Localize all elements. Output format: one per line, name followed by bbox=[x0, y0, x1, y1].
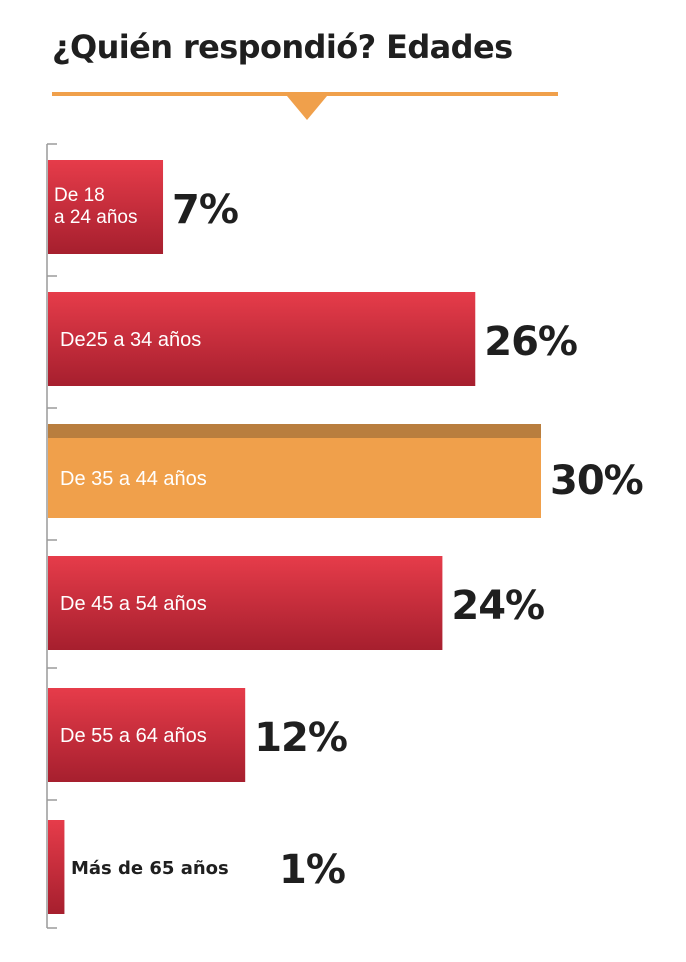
category-label-6: Más de 65 años bbox=[71, 858, 229, 879]
value-label-5: 12% bbox=[254, 715, 347, 761]
bar-3 bbox=[48, 424, 541, 518]
bar-5 bbox=[48, 688, 246, 782]
bar-highlight-top-band bbox=[48, 424, 541, 438]
category-label-2: De25 a 34 años bbox=[60, 329, 201, 351]
bar-4 bbox=[48, 556, 443, 650]
bar-2 bbox=[48, 292, 476, 386]
bar-1 bbox=[48, 160, 164, 254]
value-label-2: 26% bbox=[484, 319, 577, 365]
chart-title: ¿Quién respondió? Edades bbox=[52, 28, 513, 66]
category-label-line: a 24 años bbox=[54, 207, 137, 228]
bar-6 bbox=[48, 820, 65, 914]
value-label-1: 7% bbox=[172, 187, 238, 233]
category-label-3: De 35 a 44 años bbox=[60, 468, 207, 490]
value-label-4: 24% bbox=[451, 583, 544, 629]
value-label-6: 1% bbox=[279, 847, 345, 893]
category-label-line: De 18 bbox=[54, 185, 105, 206]
category-label-5: De 55 a 64 años bbox=[60, 725, 207, 747]
title-pointer-triangle bbox=[287, 96, 327, 120]
value-label-3: 30% bbox=[550, 458, 643, 504]
title-underline bbox=[52, 92, 558, 96]
category-label-4: De 45 a 54 años bbox=[60, 593, 207, 615]
category-label-1: De 18 a 24 años bbox=[54, 185, 137, 228]
